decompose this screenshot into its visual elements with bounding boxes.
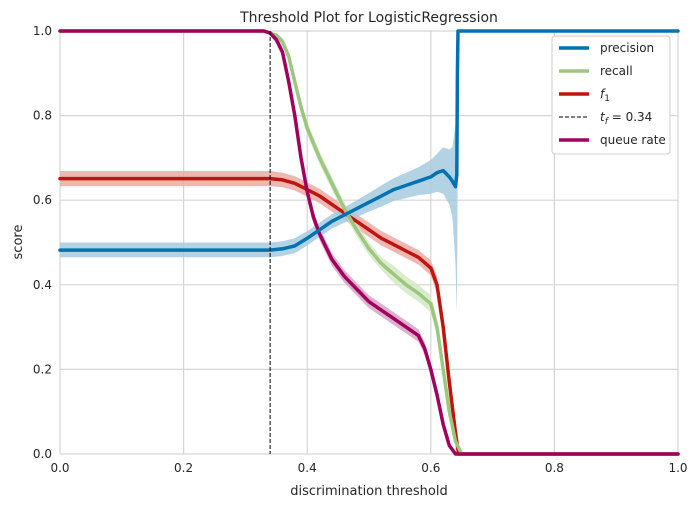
line-queue-rate bbox=[58, 29, 680, 456]
confidence-bands bbox=[60, 31, 678, 454]
legend-label-f1: f1 bbox=[600, 87, 610, 104]
x-tick-label: 0.4 bbox=[298, 461, 317, 475]
legend-label-threshold: tf = 0.34 bbox=[600, 110, 652, 127]
line-recall bbox=[58, 29, 680, 456]
band-f1 bbox=[60, 171, 678, 454]
y-tick-labels: 0.0 0.2 0.4 0.6 0.8 1.0 bbox=[33, 24, 52, 461]
x-tick-label: 0.2 bbox=[174, 461, 193, 475]
legend: precision recall f1 tf = 0.34 queue rate bbox=[551, 35, 671, 155]
series-lines bbox=[58, 29, 680, 456]
x-tick-label: 0.8 bbox=[545, 461, 564, 475]
legend-label-recall: recall bbox=[600, 64, 633, 78]
line-f1 bbox=[58, 176, 680, 456]
chart-title: Threshold Plot for LogisticRegression bbox=[239, 10, 498, 26]
y-axis-label: score bbox=[11, 225, 26, 260]
x-tick-labels: 0.0 0.2 0.4 0.6 0.8 1.0 bbox=[50, 461, 687, 475]
y-tick-label: 0.8 bbox=[33, 109, 52, 123]
line-precision bbox=[58, 29, 680, 252]
y-tick-label: 0.4 bbox=[33, 278, 52, 292]
band-recall bbox=[60, 31, 678, 454]
legend-label-queue-rate: queue rate bbox=[600, 133, 666, 147]
legend-box bbox=[551, 35, 671, 155]
x-tick-label: 0.6 bbox=[421, 461, 440, 475]
x-axis-label: discrimination threshold bbox=[290, 484, 447, 499]
legend-label-precision: precision bbox=[600, 41, 654, 55]
y-tick-label: 0.6 bbox=[33, 193, 52, 207]
band-precision bbox=[60, 31, 678, 315]
y-tick-label: 0.0 bbox=[33, 447, 52, 461]
x-tick-label: 1.0 bbox=[668, 461, 687, 475]
y-tick-label: 1.0 bbox=[33, 24, 52, 38]
x-tick-label: 0.0 bbox=[50, 461, 69, 475]
y-tick-label: 0.2 bbox=[33, 362, 52, 376]
